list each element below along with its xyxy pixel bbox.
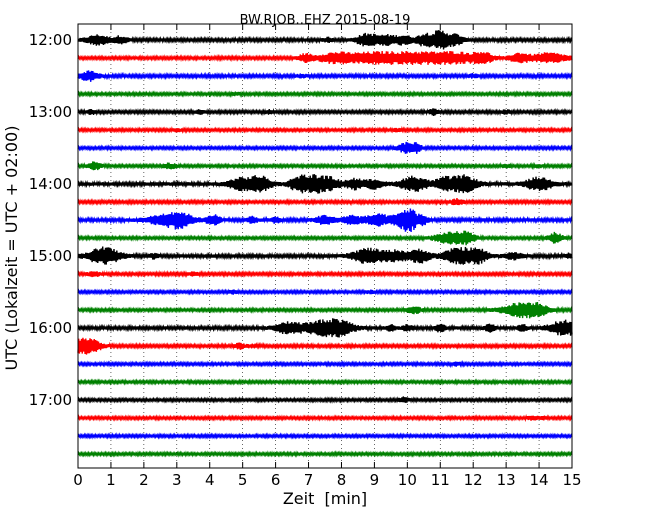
- trace-row-0: [77, 30, 573, 50]
- trace-row-15: [77, 302, 573, 319]
- x-axis-label: Zeit [min]: [283, 489, 367, 508]
- trace-row-19: [77, 378, 573, 386]
- trace-row-21: [77, 413, 573, 423]
- x-tick-label: 12: [464, 471, 483, 489]
- x-tick-label: 8: [337, 471, 347, 489]
- trace-row-6: [77, 141, 573, 154]
- y-tick-label: 13:00: [29, 103, 72, 121]
- x-tick-label: 2: [139, 471, 149, 489]
- trace-row-9: [77, 197, 573, 207]
- trace-row-8: [77, 174, 573, 194]
- trace-row-23: [77, 450, 573, 458]
- plot-frame: [77, 23, 573, 469]
- y-tick-label: 12:00: [29, 31, 72, 49]
- trace-row-16: [77, 318, 573, 338]
- y-axis-label: UTC (Lokalzeit = UTC + 02:00): [2, 126, 21, 371]
- x-tick-label: 5: [238, 471, 248, 489]
- chart-title: BW.RJOB..EHZ 2015-08-19: [240, 13, 411, 28]
- x-tick-label: 13: [497, 471, 516, 489]
- x-tick-label: 1: [106, 471, 116, 489]
- x-tick-label: 4: [205, 471, 215, 489]
- trace-row-14: [77, 287, 573, 296]
- trace-row-7: [77, 161, 573, 171]
- trace-row-18: [77, 359, 573, 369]
- x-tick-label: 11: [431, 471, 450, 489]
- trace-row-11: [77, 230, 573, 246]
- x-tick-label: 6: [271, 471, 281, 489]
- trace-row-13: [77, 269, 573, 279]
- y-tick-label: 16:00: [29, 319, 72, 337]
- y-tick-label: 14:00: [29, 175, 72, 193]
- y-tick-label: 17:00: [29, 391, 72, 409]
- axis-ticks: 0 1 2 3 4 5 6 7 8 9 10 11 12 13 14 1512:0013:0014:0015:…: [29, 24, 582, 489]
- y-tick-label: 15:00: [29, 247, 72, 265]
- trace-row-4: [77, 107, 573, 117]
- trace-row-17: [77, 337, 573, 355]
- trace-row-22: [77, 432, 573, 440]
- x-tick-label: 14: [530, 471, 549, 489]
- trace-row-3: [77, 90, 573, 99]
- trace-row-20: [77, 396, 573, 404]
- trace-row-10: [77, 208, 573, 232]
- x-tick-label: 3: [172, 471, 182, 489]
- x-tick-label: 7: [304, 471, 314, 489]
- x-tick-label: 9: [370, 471, 380, 489]
- trace-layer: [77, 30, 573, 458]
- x-tick-label: 15: [562, 471, 581, 489]
- trace-row-1: [77, 50, 573, 65]
- x-tick-label: 10: [398, 471, 417, 489]
- trace-row-5: [77, 125, 573, 135]
- trace-row-2: [77, 70, 573, 82]
- trace-row-12: [77, 246, 573, 265]
- x-tick-label: 0: [73, 471, 83, 489]
